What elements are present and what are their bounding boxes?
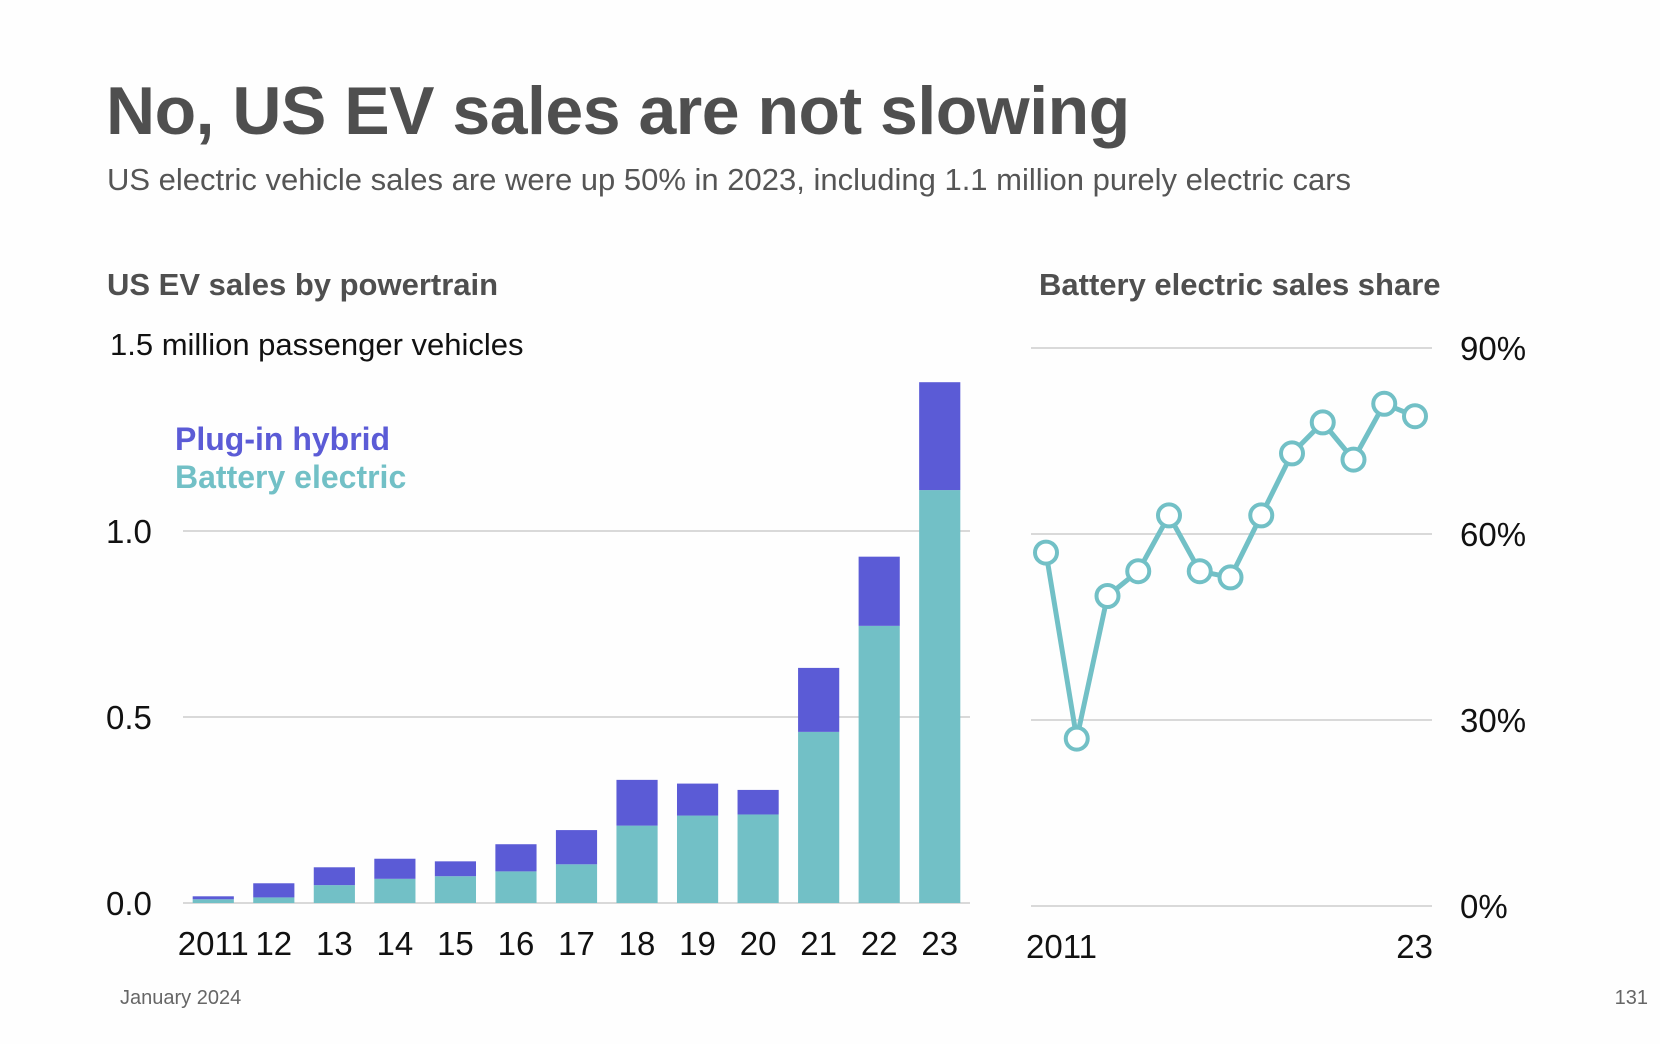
- line-x-tick-label: 23: [1396, 928, 1433, 965]
- line-y-tick-label: 60%: [1460, 516, 1526, 553]
- bev-share-point: [1156, 502, 1182, 529]
- bar-y-tick-label: 0.0: [106, 885, 152, 922]
- bar-battery-electric: [313, 885, 355, 903]
- bar-battery-electric: [374, 878, 416, 903]
- bar-plugin-hybrid: [737, 789, 779, 815]
- bev-share-point: [1063, 725, 1090, 752]
- bar-x-tick-label: 21: [800, 925, 837, 962]
- bev-share-point: [1217, 564, 1244, 591]
- legend-battery-electric: Battery electric: [175, 459, 407, 495]
- bar-plugin-hybrid: [253, 883, 295, 898]
- bar-x-tick-label: 16: [498, 925, 535, 962]
- legend-plugin-hybrid: Plug-in hybrid: [175, 421, 391, 457]
- footer-date: January 2024: [120, 987, 242, 1009]
- bar-plugin-hybrid: [495, 844, 537, 872]
- bar-x-tick-label: 2011: [178, 925, 249, 962]
- bev-share-point: [1279, 440, 1305, 467]
- bev-share-point: [1371, 390, 1398, 417]
- bar-chart: 0.0 0.5 1.0 2011 12 13 14 15 16 17 18 19 20 21 22 23: [106, 382, 970, 962]
- bar-x-tick-label: 13: [316, 925, 353, 962]
- bar-plugin-hybrid: [676, 783, 719, 816]
- line-x-tick-label: 2011: [1026, 928, 1097, 965]
- bev-share-point: [1340, 446, 1367, 473]
- bar-chart-unit-label: 1.5 million passenger vehicles: [110, 327, 524, 362]
- bev-share-point: [1033, 539, 1059, 566]
- line-chart-title: Battery electric sales share: [1039, 267, 1441, 302]
- bev-share-point: [1402, 403, 1428, 430]
- bar-chart-title: US EV sales by powertrain: [107, 267, 499, 302]
- bar-plugin-hybrid: [858, 556, 900, 626]
- page-subtitle: US electric vehicle sales are were up 50…: [107, 162, 1352, 197]
- bar-battery-electric: [676, 815, 719, 903]
- bar-battery-electric: [253, 897, 295, 903]
- bar-battery-electric: [495, 871, 537, 903]
- bar-plugin-hybrid: [798, 667, 840, 732]
- line-y-tick-label: 30%: [1460, 702, 1526, 739]
- bev-share-point: [1248, 502, 1275, 529]
- bar-x-tick-label: 23: [921, 925, 958, 962]
- bar-plugin-hybrid: [313, 867, 355, 886]
- bar-battery-electric: [919, 490, 961, 903]
- page-number: 131: [1614, 987, 1648, 1009]
- bar-y-tick-label: 0.5: [106, 699, 152, 736]
- bar-battery-electric: [858, 625, 900, 903]
- bev-share-point: [1186, 558, 1213, 585]
- bar-x-tick-label: 12: [255, 925, 292, 962]
- bar-x-tick-label: 19: [679, 925, 716, 962]
- line-y-tick-label: 90%: [1460, 330, 1526, 367]
- bar-battery-electric: [555, 864, 598, 903]
- bar-plugin-hybrid: [616, 779, 658, 826]
- bar-battery-electric: [434, 876, 477, 903]
- page-title: No, US EV sales are not slowing: [106, 73, 1130, 149]
- bar-battery-electric: [616, 825, 658, 903]
- bar-battery-electric: [737, 814, 779, 903]
- bar-plugin-hybrid: [374, 858, 416, 879]
- bar-plugin-hybrid: [919, 382, 961, 491]
- bar-battery-electric: [798, 731, 840, 903]
- bar-plugin-hybrid: [434, 861, 477, 877]
- line-y-tick-label: 0%: [1460, 888, 1508, 925]
- bar-y-tick-label: 1.0: [106, 513, 152, 550]
- bev-share-point: [1094, 583, 1121, 609]
- bar-plugin-hybrid: [555, 830, 598, 865]
- bar-x-tick-label: 17: [558, 925, 595, 962]
- bar-plugin-hybrid: [192, 896, 234, 900]
- bar-battery-electric: [192, 899, 234, 903]
- line-chart: 0% 30% 60% 90% 2011 23: [1026, 330, 1526, 965]
- bar-x-tick-label: 20: [740, 925, 777, 962]
- bev-share-point: [1309, 409, 1336, 436]
- bar-x-tick-label: 15: [437, 925, 474, 962]
- bar-x-tick-label: 22: [861, 925, 898, 962]
- bar-chart-legend: Plug-in hybrid Battery electric: [175, 420, 406, 496]
- bar-x-tick-label: 18: [619, 925, 656, 962]
- bev-share-point: [1125, 558, 1152, 585]
- bar-x-tick-label: 14: [377, 925, 414, 962]
